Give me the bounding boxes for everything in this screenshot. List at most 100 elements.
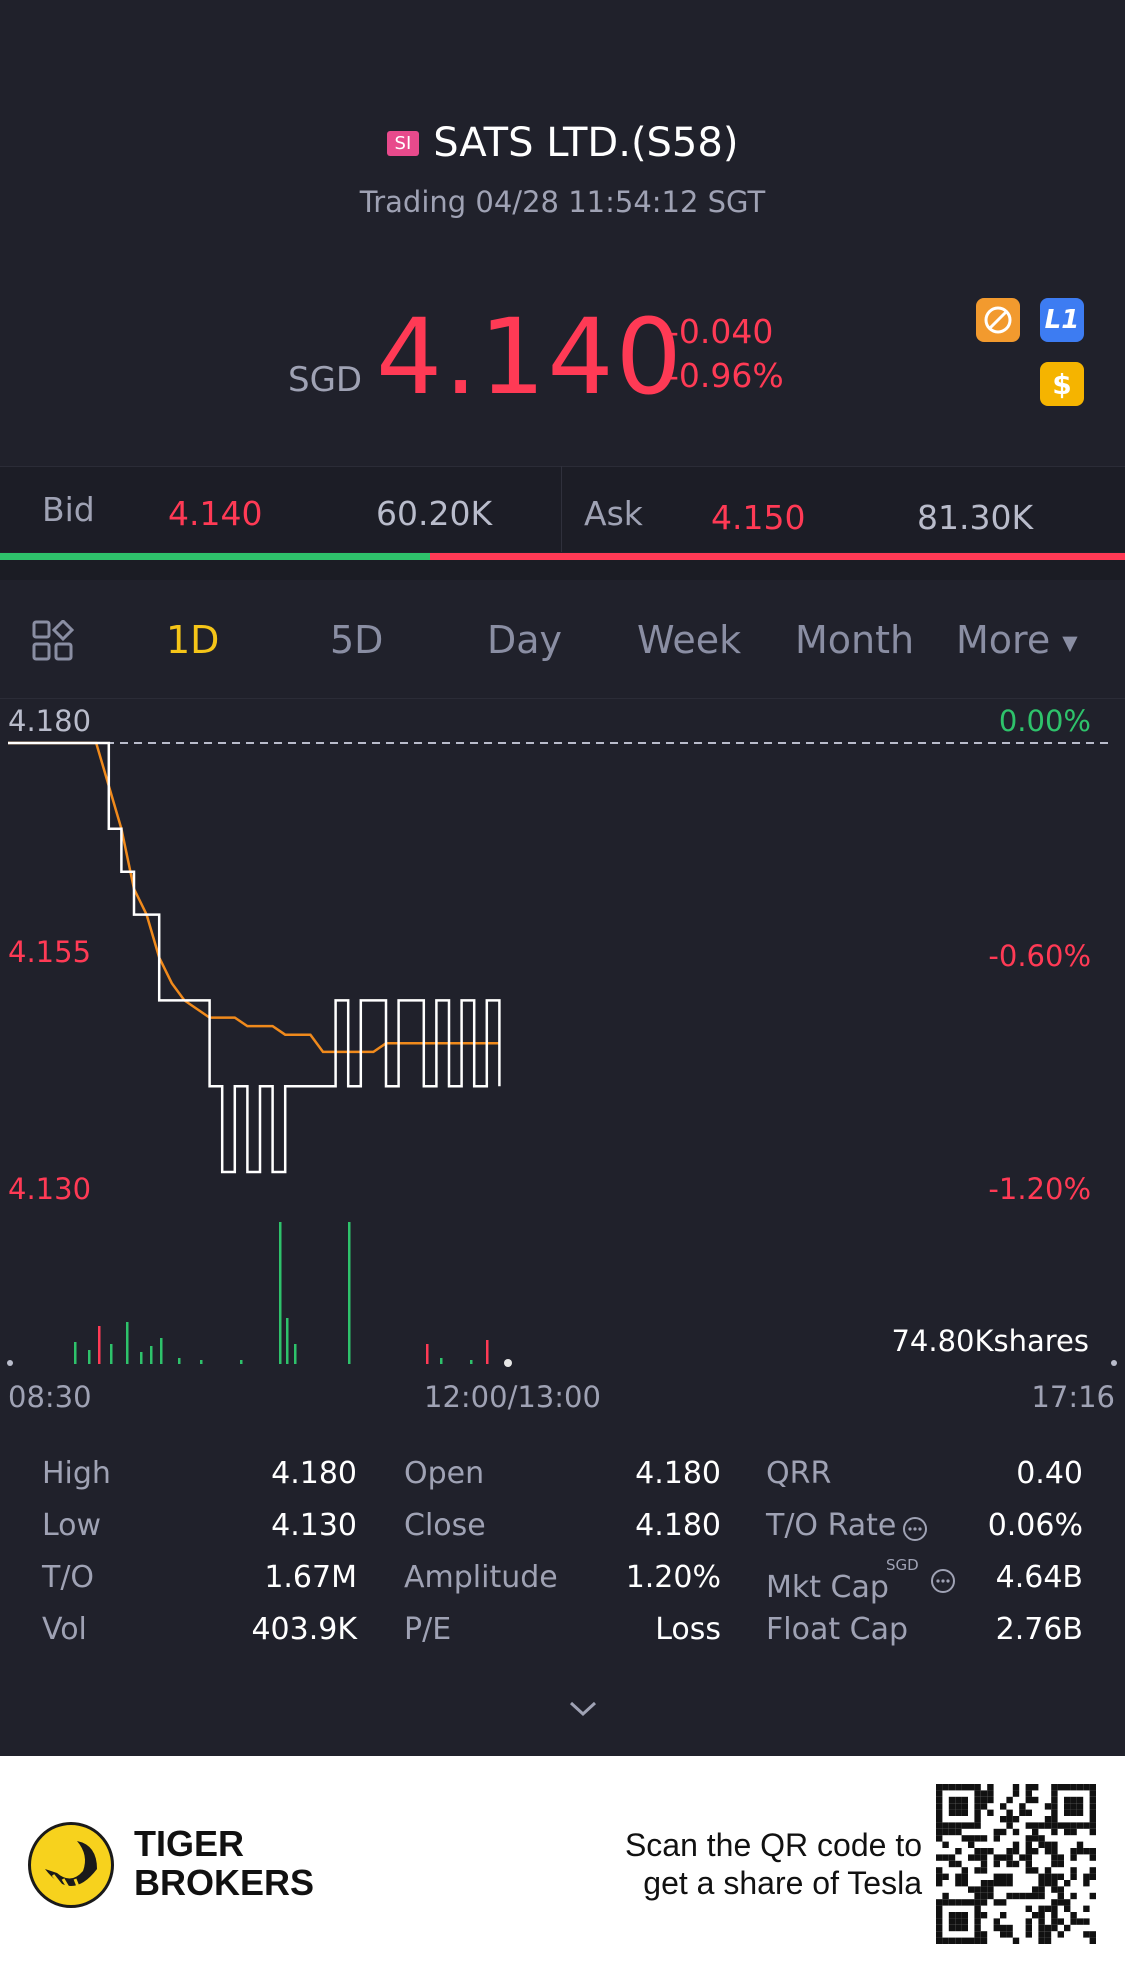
tab-week[interactable]: Week xyxy=(637,618,742,662)
stat-label: Low xyxy=(42,1508,102,1543)
tab-more[interactable]: More ▼ xyxy=(956,618,1078,662)
volume-bars xyxy=(74,1222,489,1364)
qr-code-icon xyxy=(936,1784,1096,1944)
tab-month[interactable]: Month xyxy=(795,618,915,662)
stat-label: Vol xyxy=(42,1612,87,1647)
volume-bar xyxy=(178,1358,181,1364)
price-line xyxy=(8,741,501,1174)
trading-status: Trading 04/28 11:54:12 SGT xyxy=(359,185,766,219)
stock-title: SATS LTD.(S58) xyxy=(433,120,739,166)
scan-line-1: Scan the QR code to xyxy=(624,1827,922,1863)
market-badge: SI xyxy=(386,130,420,156)
stat-label: High xyxy=(42,1456,111,1491)
ask-price: 4.150 xyxy=(711,498,806,537)
volume-label: 74.80Kshares xyxy=(891,1324,1089,1358)
x-label-end: 17:16 xyxy=(1031,1380,1115,1414)
stat-value: 1.67M xyxy=(264,1560,357,1595)
mkt-cap-currency: SGD xyxy=(886,1556,919,1574)
volume-bar xyxy=(486,1340,489,1364)
tab-more-label: More xyxy=(956,618,1051,662)
tab-day[interactable]: Day xyxy=(487,618,563,662)
no-margin-icon[interactable] xyxy=(976,298,1020,342)
volume-bar xyxy=(294,1344,297,1364)
volume-bar xyxy=(160,1338,163,1364)
ask-label: Ask xyxy=(584,494,643,533)
bid-price: 4.140 xyxy=(168,494,263,533)
stat-value: 4.180 xyxy=(271,1456,357,1491)
tab-1d[interactable]: 1D xyxy=(166,618,220,662)
volume-bar xyxy=(279,1222,282,1364)
brand-line-2: BROKERS xyxy=(134,1862,315,1903)
volume-bar xyxy=(98,1326,101,1364)
stat-label: Float Cap xyxy=(766,1612,909,1647)
stat-label: P/E xyxy=(404,1612,452,1647)
volume-bar xyxy=(426,1344,429,1364)
ask-size: 81.30K xyxy=(917,498,1034,537)
title-row: SI SATS LTD.(S58) xyxy=(0,120,1125,166)
bid-size: 60.20K xyxy=(376,494,493,533)
stat-label: QRR xyxy=(766,1456,832,1491)
stat-label: Open xyxy=(404,1456,485,1491)
y-label-mid: 4.155 xyxy=(8,935,92,969)
stat-value: 4.130 xyxy=(271,1508,357,1543)
bid-label: Bid xyxy=(42,490,95,529)
tab-5d[interactable]: 5D xyxy=(330,618,384,662)
volume-bar xyxy=(470,1360,473,1364)
price-change-pct: -0.96% xyxy=(667,356,784,395)
bid-ask-divider xyxy=(561,466,562,552)
volume-bar xyxy=(110,1344,113,1364)
tiger-logo xyxy=(28,1822,114,1908)
stat-value: 403.9K xyxy=(251,1612,357,1647)
volume-bar xyxy=(74,1342,77,1364)
level1-icon[interactable]: L1 xyxy=(1040,298,1084,342)
stat-label: T/O Rate xyxy=(766,1508,897,1543)
intraday-chart[interactable] xyxy=(0,700,1125,1380)
stat-value: Loss xyxy=(655,1612,721,1647)
scan-line-2: get a share of Tesla xyxy=(643,1865,922,1901)
y-label-top: 4.180 xyxy=(8,704,92,738)
section-separator xyxy=(0,560,1125,580)
axis-end-dot xyxy=(1111,1360,1117,1366)
scan-text: Scan the QR code to get a share of Tesla xyxy=(560,1826,922,1902)
chevron-down-icon: ▼ xyxy=(1062,630,1078,655)
dollar-icon[interactable]: $ xyxy=(1040,362,1084,406)
last-price: 4.140 xyxy=(376,296,684,418)
chart-layout-icon[interactable] xyxy=(32,618,75,666)
stat-value: 0.40 xyxy=(1016,1456,1083,1491)
stat-value: 2.76B xyxy=(995,1612,1083,1647)
pct-label-bot: -1.20% xyxy=(988,1172,1091,1206)
bid-ask-panel xyxy=(0,466,1125,552)
info-icon[interactable] xyxy=(902,1516,928,1546)
stat-label: T/O xyxy=(42,1560,95,1595)
stat-value: 0.06% xyxy=(987,1508,1083,1543)
x-label-start: 08:30 xyxy=(8,1380,92,1414)
avg-price-line xyxy=(8,741,500,1054)
volume-bar xyxy=(126,1322,129,1364)
volume-bar xyxy=(88,1350,91,1364)
stat-value: 4.64B xyxy=(995,1560,1083,1595)
stat-label: Amplitude xyxy=(404,1560,558,1595)
volume-bar xyxy=(240,1360,243,1364)
info-icon[interactable] xyxy=(930,1568,956,1598)
price-change: -0.040 xyxy=(667,312,774,351)
x-label-mid: 12:00/13:00 xyxy=(424,1380,601,1414)
stat-label: Close xyxy=(404,1508,486,1543)
brand-name: TIGER BROKERS xyxy=(134,1824,314,1902)
volume-bar xyxy=(348,1222,351,1364)
bid-ratio-bar xyxy=(0,553,430,560)
y-label-bot: 4.130 xyxy=(8,1172,92,1206)
currency-label: SGD xyxy=(288,360,363,400)
pct-label-mid: -0.60% xyxy=(988,939,1091,973)
stat-label: Mkt Cap xyxy=(766,1570,889,1605)
volume-bar xyxy=(140,1352,143,1364)
volume-bar xyxy=(200,1360,203,1364)
expand-chevron-icon[interactable] xyxy=(568,1700,598,1722)
current-time-dot xyxy=(504,1359,512,1367)
tabs-divider xyxy=(0,698,1125,699)
stat-value: 4.180 xyxy=(635,1508,721,1543)
volume-bar xyxy=(286,1318,289,1364)
stat-value: 1.20% xyxy=(625,1560,721,1595)
volume-bar xyxy=(440,1358,443,1364)
brand-line-1: TIGER xyxy=(134,1823,245,1864)
stat-value: 4.180 xyxy=(635,1456,721,1491)
